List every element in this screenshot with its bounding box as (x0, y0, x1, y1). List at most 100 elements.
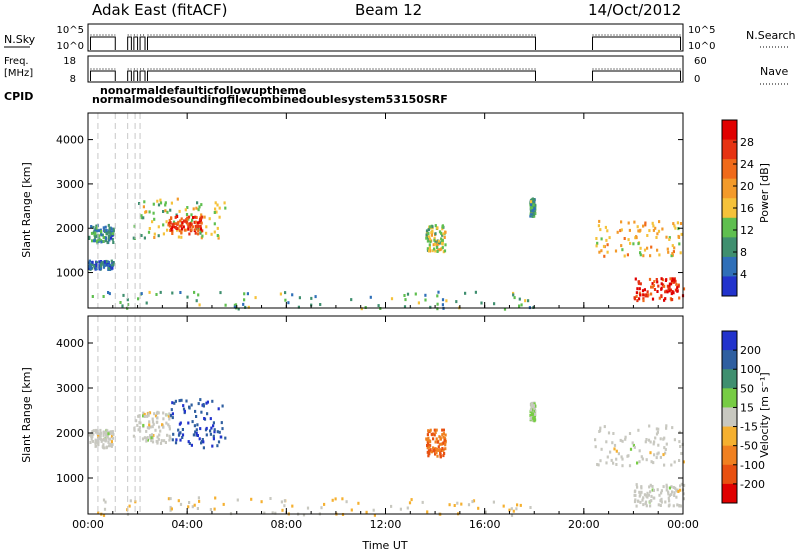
echo-cell (199, 224, 202, 228)
echo-cell (425, 233, 428, 237)
echo-cell (668, 282, 671, 286)
echo-cell (656, 430, 659, 434)
echo-cell (626, 253, 629, 257)
echo-cell (645, 438, 648, 441)
echo-cell (605, 440, 608, 444)
echo-cell (200, 213, 203, 217)
echo-cell (155, 293, 158, 296)
echo-cell (152, 422, 155, 426)
echo-cell (180, 227, 184, 231)
nsky-label: N.Sky (4, 33, 36, 46)
echo-cell (644, 502, 647, 506)
echo-cell (531, 209, 534, 213)
echo-cell (175, 226, 178, 230)
echo-cell (657, 427, 660, 431)
echo-cell (221, 404, 224, 408)
echo-cell (91, 439, 95, 443)
echo-cell (660, 500, 663, 504)
echo-cell (658, 493, 661, 497)
echo-cell (649, 451, 652, 455)
echo-cell (104, 229, 107, 233)
echo-cell (676, 286, 679, 290)
echo-cell (279, 292, 282, 296)
echo-cell (655, 278, 658, 281)
echo-cell (441, 246, 444, 250)
echo-cell (165, 220, 168, 224)
echo-cell (104, 500, 107, 504)
echo-cell (628, 464, 632, 468)
echo-cell (668, 289, 671, 293)
echo-cell (442, 441, 445, 445)
trace-segment (89, 36, 116, 50)
echo-cell (172, 432, 175, 436)
echo-cell (668, 286, 671, 290)
echo-cell (441, 233, 444, 237)
echo-cell (180, 217, 183, 221)
echo-cell (320, 506, 323, 510)
echo-cell (108, 292, 111, 296)
date-title: 14/Oct/2012 (588, 1, 681, 19)
echo-cell (639, 282, 642, 286)
echo-cell (94, 444, 97, 448)
echo-cell (657, 451, 660, 455)
echo-cell (149, 436, 152, 440)
power-echoes (88, 197, 686, 311)
echo-cell (639, 492, 642, 496)
echo-cell (179, 438, 182, 442)
echo-cell (214, 496, 217, 500)
echo-cell (634, 277, 637, 281)
echo-cell (503, 307, 507, 311)
echo-cell (667, 496, 670, 500)
freq-label: Freq. (4, 56, 29, 67)
echo-cell (94, 438, 97, 442)
echo-cell (153, 232, 156, 236)
echo-cell (638, 494, 641, 498)
echo-cell (209, 417, 212, 421)
echo-cell (96, 226, 99, 230)
echo-cell (102, 265, 106, 269)
echo-cell (112, 227, 115, 231)
echo-cell (530, 203, 533, 206)
echo-cell (677, 234, 680, 238)
echo-cell (206, 400, 209, 404)
echo-cell (212, 424, 215, 428)
colorbar-segment (722, 217, 737, 238)
echo-cell (673, 246, 676, 250)
echo-cell (436, 448, 439, 452)
echo-cell (654, 226, 657, 230)
echo-cell (94, 231, 97, 235)
echo-cell (196, 232, 200, 236)
echo-cell (103, 263, 106, 267)
echo-cell (323, 502, 326, 506)
echo-cell (682, 492, 685, 496)
echo-cell (91, 295, 94, 298)
echo-cell (433, 238, 436, 242)
echo-cell (95, 224, 98, 228)
echo-cell (365, 510, 368, 514)
echo-cell (650, 494, 653, 498)
echo-cell (510, 513, 514, 517)
echo-cell (532, 416, 535, 420)
nsearch-tick-top: 10^5 (688, 25, 715, 36)
echo-cell (435, 243, 438, 247)
echo-cell (640, 485, 643, 489)
echo-cell (194, 215, 197, 219)
echo-cell (178, 229, 181, 233)
echo-cell (441, 238, 444, 242)
echo-cell (111, 230, 114, 234)
echo-cell (638, 460, 641, 464)
echo-cell (188, 232, 191, 236)
echo-cell (107, 223, 110, 227)
echo-cell (607, 431, 611, 435)
echo-cell (271, 511, 274, 515)
echo-cell (502, 504, 505, 508)
echo-cell (529, 417, 532, 421)
echo-cell (660, 497, 663, 501)
echo-cell (633, 220, 636, 224)
echo-cell (196, 221, 199, 225)
echo-cell (357, 501, 360, 505)
trace-segment (127, 36, 132, 50)
echo-cell (442, 435, 445, 439)
echo-cell (216, 444, 219, 448)
velocity-y-axis-label: Slant Range [km] (20, 367, 33, 463)
